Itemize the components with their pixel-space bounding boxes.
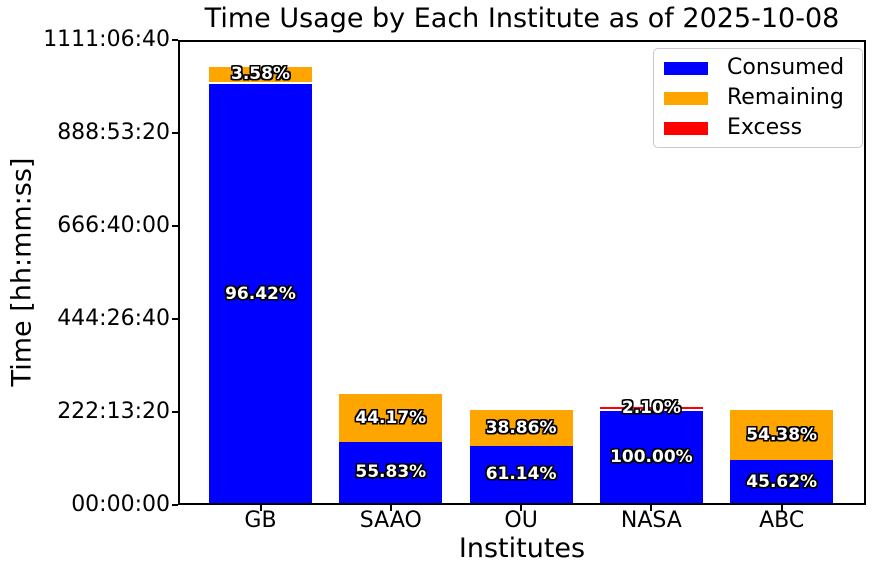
bar-segment-consumed: 55.83% bbox=[339, 441, 443, 503]
y-tick-label: 666:40:00 bbox=[57, 213, 170, 238]
bar-segment-label: 3.58% bbox=[231, 64, 290, 85]
bar-segment-remaining: 3.58% bbox=[209, 64, 312, 85]
y-axis-label: Time [hh:mm:ss] bbox=[6, 157, 38, 387]
bar-segment-label: 44.17% bbox=[355, 407, 427, 428]
x-tick-mark bbox=[650, 505, 653, 511]
legend-label: Consumed bbox=[727, 55, 845, 80]
x-tick-label-ou: OU bbox=[504, 508, 538, 533]
y-tick-label: 888:53:20 bbox=[57, 120, 170, 145]
y-tick-label: 444:26:40 bbox=[57, 306, 170, 331]
y-tick-mark bbox=[172, 318, 178, 320]
legend-label: Excess bbox=[727, 115, 803, 140]
consumed-swatch bbox=[664, 61, 708, 75]
bar-segment-remaining: 44.17% bbox=[339, 393, 443, 442]
bar-group-abc: 45.62% 54.38% bbox=[730, 42, 834, 503]
bar-segment-label: 61.14% bbox=[485, 464, 557, 485]
y-tick-mark bbox=[172, 411, 178, 413]
x-tick-label-nasa: NASA bbox=[620, 508, 682, 533]
legend-row-remaining: Remaining bbox=[654, 83, 862, 113]
bar-segment-label: 96.42% bbox=[225, 283, 296, 304]
x-tick-mark bbox=[780, 505, 783, 511]
bar-segment-label: 54.38% bbox=[746, 425, 818, 446]
y-tick-mark bbox=[172, 504, 178, 506]
bar-segment-label: 100.00% bbox=[610, 446, 693, 467]
chart-title: Time Usage by Each Institute as of 2025-… bbox=[204, 3, 840, 34]
bar-segment-excess: 2.10% bbox=[599, 398, 703, 418]
bar-segment-consumed: 100.00% bbox=[599, 410, 703, 503]
y-tick-label: 00:00:00 bbox=[71, 492, 170, 517]
x-tick-mark bbox=[520, 505, 523, 511]
legend-row-consumed: Consumed bbox=[654, 53, 862, 83]
bar-segment-remaining: 54.38% bbox=[730, 409, 834, 461]
x-tick-label-saao: SAAO bbox=[359, 508, 422, 533]
bar-group-ou: 61.14% 38.86% bbox=[469, 42, 573, 503]
bar-segment-label: 45.62% bbox=[746, 471, 818, 492]
bar-segment-consumed: 96.42% bbox=[209, 84, 312, 503]
bar-segment-remaining: 38.86% bbox=[469, 409, 573, 446]
x-axis-label: Institutes bbox=[458, 533, 586, 564]
bar-group-saao: 55.83% 44.17% bbox=[339, 42, 443, 503]
bar-group-gb: 96.42% 3.58% bbox=[209, 42, 312, 503]
bar-segment-label: 38.86% bbox=[485, 417, 557, 438]
bar-segment-consumed: 61.14% bbox=[469, 445, 573, 503]
y-tick-mark bbox=[172, 39, 178, 41]
bar-group-nasa: 100.00% 2.10% bbox=[599, 42, 703, 503]
legend-label: Remaining bbox=[727, 85, 844, 110]
bar-segment-consumed: 45.62% bbox=[730, 460, 834, 503]
x-tick-mark bbox=[259, 505, 262, 511]
bar-segment-label: 55.83% bbox=[355, 462, 427, 483]
x-tick-label-gb: GB bbox=[244, 508, 277, 533]
y-tick-label: 1111:06:40 bbox=[43, 27, 170, 52]
y-tick-mark bbox=[172, 225, 178, 227]
y-tick-label: 222:13:20 bbox=[57, 399, 170, 424]
legend-row-excess: Excess bbox=[654, 113, 862, 143]
excess-swatch bbox=[664, 121, 708, 135]
x-tick-label-abc: ABC bbox=[759, 508, 805, 533]
remaining-swatch bbox=[664, 91, 708, 105]
bar-segment-label: 2.10% bbox=[621, 397, 681, 418]
y-tick-mark bbox=[172, 132, 178, 134]
x-tick-mark bbox=[389, 505, 392, 511]
legend: Consumed Remaining Excess bbox=[653, 48, 863, 148]
